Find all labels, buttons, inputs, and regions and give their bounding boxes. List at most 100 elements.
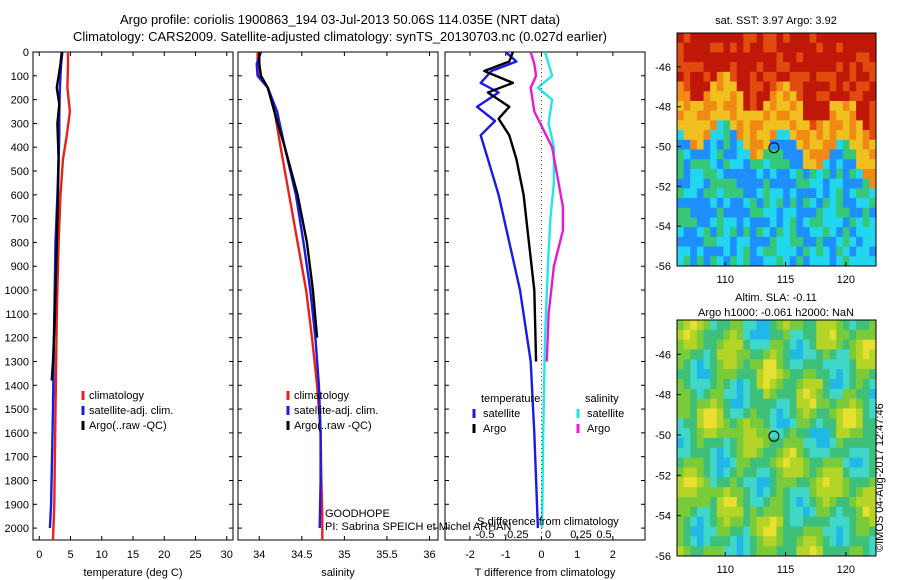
- heatmap-cell: [736, 516, 744, 527]
- heatmap-cell: [803, 188, 811, 199]
- heatmap-cell: [856, 457, 864, 468]
- heatmap-cell: [756, 217, 764, 228]
- heatmap-cell: [696, 42, 704, 53]
- heatmap-cell: [677, 42, 685, 53]
- heatmap-cell: [816, 506, 824, 518]
- heatmap-cell: [789, 91, 797, 102]
- heatmap-cell: [743, 369, 751, 380]
- heatmap-cell: [849, 100, 857, 112]
- heatmap-cell: [769, 497, 777, 508]
- heatmap-cell: [690, 398, 698, 409]
- heatmap-cell: [743, 207, 751, 218]
- heatmap-cell: [862, 62, 870, 73]
- heatmap-cell: [749, 71, 757, 82]
- heatmap-cell: [783, 246, 791, 257]
- heatmap-cell: [723, 236, 731, 247]
- heatmap-cell: [816, 168, 824, 180]
- heatmap-cell: [836, 198, 844, 209]
- heatmap-cell: [849, 188, 857, 199]
- heatmap-cell: [696, 506, 704, 518]
- heatmap-cell: [703, 207, 711, 218]
- heatmap-cell: [677, 168, 685, 180]
- top-axis-label: S difference from climatology: [477, 516, 619, 528]
- heatmap-cell: [836, 178, 844, 189]
- heatmap-cell: [789, 536, 797, 547]
- heatmap-cell: [730, 349, 738, 360]
- heatmap-cell: [816, 217, 824, 228]
- heatmap-cell: [716, 236, 724, 247]
- heatmap-cell: [716, 120, 724, 131]
- heatmap-cell: [769, 477, 777, 488]
- heatmap-cell: [796, 33, 804, 44]
- heatmap-cell: [756, 81, 764, 92]
- heatmap-cell: [836, 438, 844, 449]
- heatmap-cell: [683, 130, 691, 141]
- heatmap-cell: [710, 320, 718, 331]
- heatmap-cell: [803, 91, 811, 102]
- heatmap-cell: [743, 438, 751, 449]
- heatmap-cell: [703, 428, 711, 439]
- heatmap-cell: [776, 506, 784, 518]
- heatmap-cell: [869, 81, 877, 92]
- heatmap-cell: [710, 477, 718, 488]
- heatmap-cell: [690, 418, 698, 429]
- heatmap-cell: [783, 349, 791, 360]
- heatmap-cell: [683, 110, 691, 121]
- heatmap-cell: [769, 388, 777, 400]
- heatmap-cell: [769, 526, 777, 537]
- heatmap-cell: [789, 438, 797, 449]
- heatmap-cell: [803, 217, 811, 228]
- heatmap-cell: [736, 320, 744, 331]
- heatmap-cell: [703, 149, 711, 160]
- heatmap-cell: [690, 52, 698, 63]
- heatmap-cell: [683, 91, 691, 102]
- heatmap-cell: [862, 33, 870, 44]
- legend-label: Argo(..raw -QC): [89, 420, 167, 432]
- heatmap-cell: [816, 52, 824, 63]
- heatmap-cell: [862, 388, 870, 400]
- heatmap-cell: [789, 236, 797, 247]
- heatmap-cell: [776, 139, 784, 150]
- heatmap-cell: [723, 526, 731, 537]
- heatmap-cell: [842, 207, 850, 218]
- heatmap-cell: [783, 339, 791, 350]
- heatmap-cell: [849, 329, 857, 341]
- heatmap-cell: [776, 320, 784, 331]
- heatmap-cell: [690, 256, 698, 267]
- heatmap-cell: [677, 236, 685, 247]
- heatmap-cell: [696, 227, 704, 238]
- heatmap-cell: [703, 71, 711, 82]
- heatmap-cell: [776, 207, 784, 218]
- heatmap-cell: [769, 91, 777, 102]
- heatmap-cell: [783, 110, 791, 121]
- heatmap-cell: [842, 477, 850, 488]
- heatmap-cell: [696, 256, 704, 267]
- heatmap-cell: [836, 497, 844, 508]
- heatmap-cell: [796, 188, 804, 199]
- heatmap-cell: [776, 428, 784, 439]
- heatmap-cell: [677, 388, 685, 400]
- heatmap-cell: [862, 227, 870, 238]
- heatmap-cell: [756, 120, 764, 131]
- heatmap-cell: [796, 256, 804, 267]
- heatmap-cell: [796, 42, 804, 53]
- heatmap-cell: [829, 320, 837, 331]
- heatmap-cell: [829, 130, 837, 141]
- heatmap-cell: [862, 359, 870, 370]
- heatmap-cell: [730, 497, 738, 508]
- heatmap-cell: [842, 52, 850, 63]
- heatmap-cell: [749, 487, 757, 498]
- heatmap-cell: [756, 477, 764, 488]
- heatmap-cell: [756, 467, 764, 478]
- heatmap-cell: [769, 438, 777, 449]
- heatmap-cell: [869, 91, 877, 102]
- heatmap-cell: [749, 516, 757, 527]
- heatmap-cell: [776, 33, 784, 44]
- heatmap-cell: [749, 398, 757, 409]
- heatmap-cell: [743, 536, 751, 547]
- heatmap-cell: [756, 447, 764, 459]
- heatmap-cell: [869, 100, 877, 112]
- heatmap-cell: [856, 91, 864, 102]
- heatmap-cell: [816, 487, 824, 498]
- heatmap-cell: [783, 168, 791, 180]
